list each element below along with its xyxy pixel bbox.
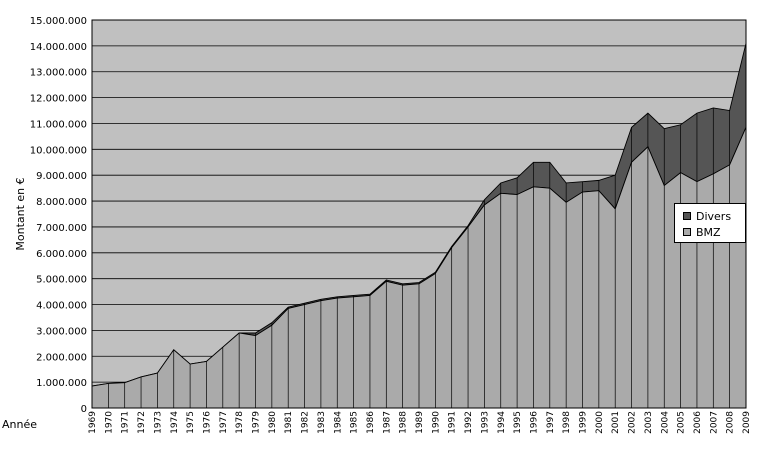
legend-label-bmz: BMZ bbox=[696, 225, 721, 239]
x-tick-label-1978: 1978 bbox=[235, 411, 245, 434]
y-tick-label-9: 9.000.000 bbox=[36, 171, 87, 182]
y-tick-label-11: 11.000.000 bbox=[30, 119, 87, 130]
y-tick-label-5: 5.000.000 bbox=[36, 275, 87, 286]
x-tick-label-1994: 1994 bbox=[497, 411, 507, 434]
x-tick-label-1993: 1993 bbox=[480, 411, 490, 434]
x-tick-label-1970: 1970 bbox=[104, 411, 114, 434]
x-tick-label-1998: 1998 bbox=[562, 411, 572, 434]
x-tick-label-1971: 1971 bbox=[121, 411, 131, 434]
x-tick-label-1980: 1980 bbox=[268, 411, 278, 434]
x-tick-label-2001: 2001 bbox=[611, 411, 621, 434]
y-tick-label-14: 14.000.000 bbox=[30, 42, 87, 53]
x-tick-label-1974: 1974 bbox=[170, 411, 180, 434]
x-tick-label-1991: 1991 bbox=[448, 411, 458, 434]
x-tick-label-2002: 2002 bbox=[628, 411, 638, 434]
x-tick-label-1987: 1987 bbox=[382, 411, 392, 434]
y-tick-label-4: 4.000.000 bbox=[36, 301, 87, 312]
y-tick-label-13: 13.000.000 bbox=[30, 68, 87, 79]
y-tick-label-15: 15.000.000 bbox=[30, 16, 87, 27]
x-tick-label-1996: 1996 bbox=[529, 411, 539, 434]
legend-swatch-bmz bbox=[683, 228, 691, 236]
y-tick-label-10: 10.000.000 bbox=[30, 145, 87, 156]
y-tick-label-3: 3.000.000 bbox=[36, 326, 87, 337]
x-tick-label-1975: 1975 bbox=[186, 411, 196, 434]
x-tick-label-1983: 1983 bbox=[317, 411, 327, 434]
x-tick-label-1984: 1984 bbox=[333, 411, 343, 434]
x-tick-label-2007: 2007 bbox=[709, 411, 719, 434]
x-tick-label-1986: 1986 bbox=[366, 411, 376, 434]
x-tick-label-1988: 1988 bbox=[399, 411, 409, 434]
y-tick-label-0: 0 bbox=[81, 404, 87, 415]
x-tick-label-2008: 2008 bbox=[726, 411, 736, 434]
x-tick-label-1995: 1995 bbox=[513, 411, 523, 434]
x-tick-label-1985: 1985 bbox=[350, 411, 360, 434]
x-tick-label-1989: 1989 bbox=[415, 411, 425, 434]
y-axis-label: Montant en € bbox=[14, 177, 27, 250]
x-tick-label-2003: 2003 bbox=[644, 411, 654, 434]
x-tick-label-1992: 1992 bbox=[464, 411, 474, 434]
x-tick-label-1976: 1976 bbox=[202, 411, 212, 434]
y-tick-label-12: 12.000.000 bbox=[30, 94, 87, 105]
legend-item-divers: Divers bbox=[683, 209, 731, 223]
y-tick-label-6: 6.000.000 bbox=[36, 249, 87, 260]
x-tick-label-1973: 1973 bbox=[153, 411, 163, 434]
x-tick-label-1990: 1990 bbox=[431, 411, 441, 434]
legend-swatch-divers bbox=[683, 212, 691, 220]
x-tick-label-1977: 1977 bbox=[219, 411, 229, 434]
x-tick-label-2004: 2004 bbox=[660, 411, 670, 434]
x-tick-label-2009: 2009 bbox=[742, 411, 752, 434]
x-tick-label-1982: 1982 bbox=[301, 411, 311, 434]
x-tick-label-1999: 1999 bbox=[579, 411, 589, 434]
x-tick-label-2000: 2000 bbox=[595, 411, 605, 434]
legend-item-bmz: BMZ bbox=[683, 225, 721, 239]
y-tick-label-7: 7.000.000 bbox=[36, 223, 87, 234]
x-tick-label-1981: 1981 bbox=[284, 411, 294, 434]
x-axis-label: Année bbox=[2, 418, 37, 431]
x-tick-label-1972: 1972 bbox=[137, 411, 147, 434]
x-tick-label-2006: 2006 bbox=[693, 411, 703, 434]
x-tick-label-1969: 1969 bbox=[88, 411, 98, 434]
plot-border bbox=[91, 19, 747, 409]
x-tick-label-2005: 2005 bbox=[677, 411, 687, 434]
y-tick-label-1: 1.000.000 bbox=[36, 378, 87, 389]
y-tick-label-2: 2.000.000 bbox=[36, 352, 87, 363]
x-tick-label-1997: 1997 bbox=[546, 411, 556, 434]
legend: Divers BMZ bbox=[674, 203, 746, 243]
x-tick-label-1979: 1979 bbox=[252, 411, 262, 434]
legend-label-divers: Divers bbox=[696, 209, 732, 223]
y-tick-label-8: 8.000.000 bbox=[36, 197, 87, 208]
